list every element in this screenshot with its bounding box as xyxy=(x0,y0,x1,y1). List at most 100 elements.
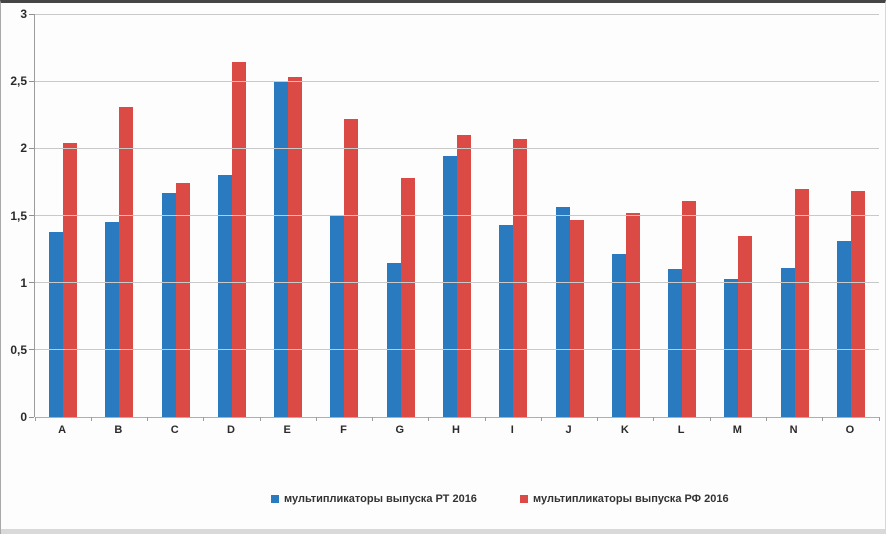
bar xyxy=(49,231,64,417)
y-axis-label: 1,5 xyxy=(10,208,27,223)
y-axis-tick xyxy=(29,80,34,82)
gridline xyxy=(35,215,879,216)
bar xyxy=(794,188,809,417)
bar xyxy=(231,62,246,417)
x-axis-label: B xyxy=(114,424,123,436)
bar xyxy=(569,219,584,417)
legend-label-rf: мультипликаторы выпуска РФ 2016 xyxy=(533,493,729,505)
bar xyxy=(175,183,190,417)
x-axis-tick xyxy=(372,417,374,421)
x-axis-tick xyxy=(765,417,767,421)
bar xyxy=(836,241,851,417)
bar-group xyxy=(485,14,541,417)
bar xyxy=(330,215,345,417)
x-axis-label: F xyxy=(340,424,347,436)
y-axis: 0 0,5 1 1,5 2 2,5 3 xyxy=(1,7,30,424)
x-axis-tick xyxy=(597,417,599,421)
bar xyxy=(344,118,359,417)
bar xyxy=(499,224,514,417)
bar-group xyxy=(710,14,766,417)
page-bottom-strip xyxy=(1,529,885,534)
x-axis-label: H xyxy=(452,424,460,436)
gridline xyxy=(35,13,879,15)
x-axis-label: M xyxy=(732,424,742,436)
bars-container xyxy=(35,14,879,417)
x-axis-tick xyxy=(203,417,205,421)
bar xyxy=(456,134,471,417)
legend-marker-rf-icon xyxy=(520,495,528,503)
x-axis-tick xyxy=(709,417,711,421)
legend-item-rf: мультипликаторы выпуска РФ 2016 xyxy=(520,493,729,505)
bar-group xyxy=(35,14,91,417)
x-axis-tick xyxy=(259,417,261,421)
bar xyxy=(850,191,865,417)
x-axis-label: J xyxy=(565,424,572,436)
bar xyxy=(513,138,528,417)
bar xyxy=(274,81,289,417)
bar xyxy=(217,175,232,417)
x-axis-label: C xyxy=(170,424,179,436)
x-axis-tick xyxy=(34,417,36,421)
bar-group xyxy=(823,14,879,417)
bar-group xyxy=(373,14,429,417)
x-axis-tick xyxy=(90,417,92,421)
y-axis-tick xyxy=(29,215,34,216)
y-axis-tick xyxy=(29,282,34,284)
x-axis-tick xyxy=(147,417,149,421)
bar xyxy=(738,235,753,417)
legend-marker-rt-icon xyxy=(271,495,279,503)
x-axis-label: G xyxy=(395,424,404,436)
bar-group xyxy=(260,14,316,417)
bar xyxy=(400,177,415,417)
bar-group xyxy=(598,14,654,417)
x-axis-labels: A B C D E F G H I J K L M N O xyxy=(34,424,878,436)
y-axis-tick xyxy=(29,147,34,149)
y-axis-label: 1 xyxy=(20,275,27,290)
x-axis-label: D xyxy=(226,424,235,436)
plot-area xyxy=(29,13,880,421)
y-axis-label: 0 xyxy=(20,410,27,424)
bar xyxy=(288,77,303,417)
x-axis-label: E xyxy=(283,424,291,436)
bar-group xyxy=(654,14,710,417)
bar-group xyxy=(429,14,485,417)
bar xyxy=(119,106,134,417)
bar xyxy=(555,207,570,417)
x-axis-tick xyxy=(315,417,317,421)
bar xyxy=(63,142,78,417)
y-axis-tick xyxy=(29,416,34,418)
y-axis-tick xyxy=(29,13,34,15)
bar xyxy=(668,269,683,417)
bar xyxy=(724,278,739,417)
y-axis-label: 2,5 xyxy=(10,74,27,89)
bar xyxy=(682,200,697,417)
y-axis-tick xyxy=(29,349,34,351)
bar xyxy=(105,222,120,417)
x-axis-tick xyxy=(878,417,880,421)
bar-group xyxy=(204,14,260,417)
y-axis-label: 3 xyxy=(20,7,27,21)
legend-item-rt: мультипликаторы выпуска РТ 2016 xyxy=(271,493,477,505)
x-axis-label: O xyxy=(845,424,855,436)
bar xyxy=(442,156,457,417)
x-axis-tick xyxy=(428,417,430,421)
x-axis-label: I xyxy=(510,424,514,436)
gridline xyxy=(35,80,879,82)
bar xyxy=(386,262,401,417)
y-axis-label: 2 xyxy=(20,141,27,156)
x-axis-label: A xyxy=(58,424,67,436)
bar-group xyxy=(541,14,597,417)
legend-label-rt: мультипликаторы выпуска РТ 2016 xyxy=(284,493,477,505)
bar xyxy=(161,192,176,417)
bar xyxy=(611,254,626,417)
x-axis-label: L xyxy=(677,424,685,436)
gridline xyxy=(35,416,879,418)
y-axis-label: 0,5 xyxy=(10,342,27,357)
x-axis-tick xyxy=(822,417,824,421)
gridline xyxy=(35,349,879,351)
bar xyxy=(780,267,795,417)
gridline xyxy=(35,282,879,284)
x-axis-tick xyxy=(484,417,486,421)
x-axis-tick xyxy=(540,417,542,421)
x-axis-label: K xyxy=(620,424,629,436)
